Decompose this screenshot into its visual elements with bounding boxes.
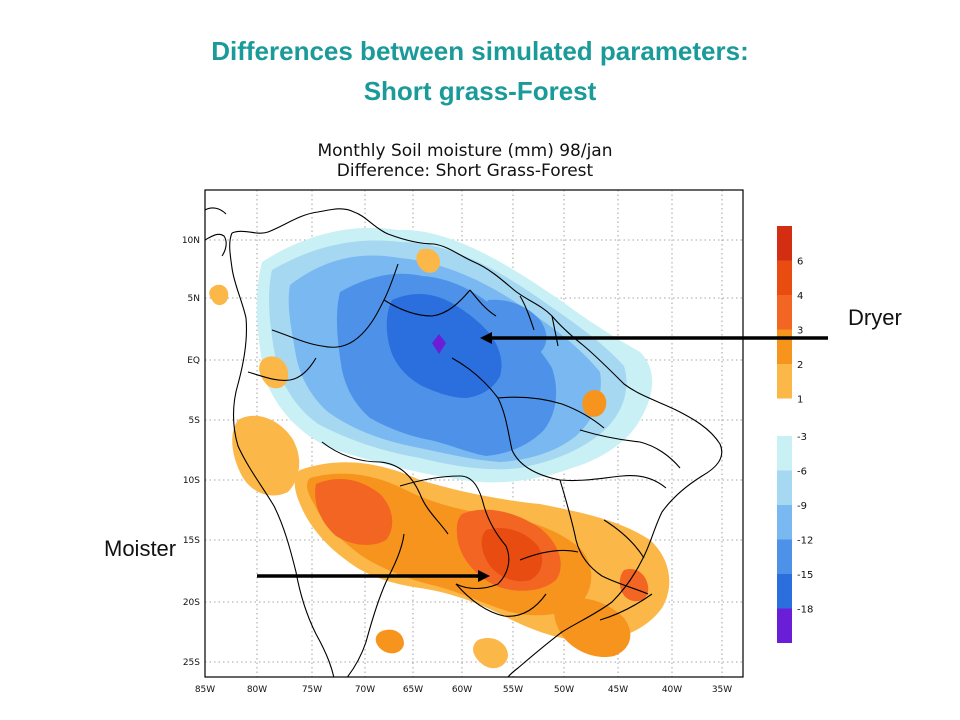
latitude-tick-labels: 10N 5N EQ 5S 10S 15S 20S 25S (182, 236, 200, 668)
border-states-3 (519, 519, 653, 621)
map-frame (204, 189, 744, 678)
map-title-line-1: Monthly Soil moisture (mm) 98/jan (317, 141, 613, 161)
colorbar-swatch (777, 539, 792, 574)
map-title-line-2: Difference: Short Grass-Forest (336, 161, 594, 181)
pos-3-region-south (315, 479, 393, 545)
dryer-arrowhead (480, 332, 492, 344)
pos-1-region-far-south (473, 637, 508, 669)
colorbar-label: -18 (797, 605, 813, 616)
moister-label: Moister (104, 536, 177, 561)
latitude-tick-label: 20S (183, 598, 200, 608)
colorbar-label: 2 (797, 360, 803, 371)
latitude-tick-label: 5N (188, 294, 200, 304)
border-argentina-chile (346, 533, 405, 677)
colorbar-swatch (777, 470, 792, 505)
border-states-1 (579, 429, 681, 469)
colorbar-label: 4 (797, 291, 803, 302)
longitude-tick-label: 60W (452, 685, 472, 695)
slide-title-line-2: Short grass-Forest (363, 76, 597, 106)
pos-4-region-center (481, 527, 543, 582)
pos-2-region-far-south (375, 629, 404, 654)
moister-arrowhead (478, 570, 490, 582)
coastlines-borders (205, 207, 723, 677)
longitude-tick-label: 80W (247, 685, 267, 695)
border-peru-brazil (321, 441, 449, 535)
colorbar-swatch (777, 329, 792, 364)
colorbar-swatch (777, 364, 792, 399)
coastline-central-america (205, 207, 227, 257)
latitude-tick-label: EQ (187, 356, 200, 366)
latitude-tick-label: 15S (183, 536, 200, 546)
pos-2-region-north (582, 389, 607, 417)
border-states-2 (559, 479, 649, 595)
latitude-tick-label: 5S (189, 416, 201, 426)
neg-18-region (432, 334, 446, 354)
border-paraguay (455, 583, 547, 617)
colorbar-swatch (777, 505, 792, 540)
pos-3-region-southeast (619, 568, 649, 602)
pos-1-region-west (232, 415, 300, 496)
colorbar-label: -6 (797, 467, 807, 478)
slide-title-line-1: Differences between simulated parameters… (211, 36, 749, 66)
colorbar-swatch (777, 436, 792, 471)
border-bolivia (399, 475, 510, 590)
longitude-tick-label: 50W (554, 685, 574, 695)
colorbar-label: -15 (797, 570, 813, 581)
colorbar-label: -3 (797, 432, 807, 443)
dryer-arrow (480, 332, 828, 344)
longitude-tick-label: 85W (195, 685, 215, 695)
longitude-tick-label: 65W (403, 685, 423, 695)
colorbar-positive: 6 4 3 2 1 (777, 226, 803, 406)
colorbar-swatch (777, 608, 792, 643)
pos-1-region-north (416, 248, 440, 273)
pos-1-region-pacific (209, 284, 229, 306)
colorbar-label: -12 (797, 536, 813, 547)
colorbar-label: 1 (797, 395, 803, 406)
longitude-tick-label: 40W (662, 685, 682, 695)
border-brazil-inner (451, 357, 667, 489)
colorbar-swatch (777, 226, 792, 261)
longitude-tick-label: 35W (712, 685, 732, 695)
latitude-tick-label: 10N (182, 236, 200, 246)
latitude-tick-label: 10S (183, 476, 200, 486)
colorbar-swatch (777, 295, 792, 330)
longitude-tick-label: 75W (302, 685, 322, 695)
border-guianas (469, 289, 559, 347)
neg-12-region-east (485, 299, 547, 358)
moister-arrow (257, 570, 490, 582)
border-ecuador (247, 357, 317, 381)
colorbar-label: -9 (797, 501, 807, 512)
pos-2-region-southeast (554, 598, 631, 658)
border-venezuela (383, 289, 471, 317)
colorbar-label: 3 (797, 326, 803, 337)
longitude-tick-label: 55W (503, 685, 523, 695)
longitude-tick-label: 45W (608, 685, 628, 695)
border-states-4 (497, 396, 605, 429)
border-colombia (271, 263, 399, 348)
colorbar-swatch (777, 260, 792, 295)
coastline-south-america (229, 208, 723, 677)
colorbar-label: 6 (797, 257, 803, 268)
colorbar-negative: -3 -6 -9 -12 -15 -18 (777, 432, 813, 643)
longitude-tick-labels: 85W 80W 75W 70W 65W 60W 55W 50W 45W 40W 35W (195, 685, 732, 695)
colorbar-swatch (777, 574, 792, 609)
longitude-tick-label: 70W (355, 685, 375, 695)
dryer-label: Dryer (848, 305, 902, 330)
latitude-tick-label: 25S (183, 658, 200, 668)
moisture-difference-field (209, 227, 670, 669)
